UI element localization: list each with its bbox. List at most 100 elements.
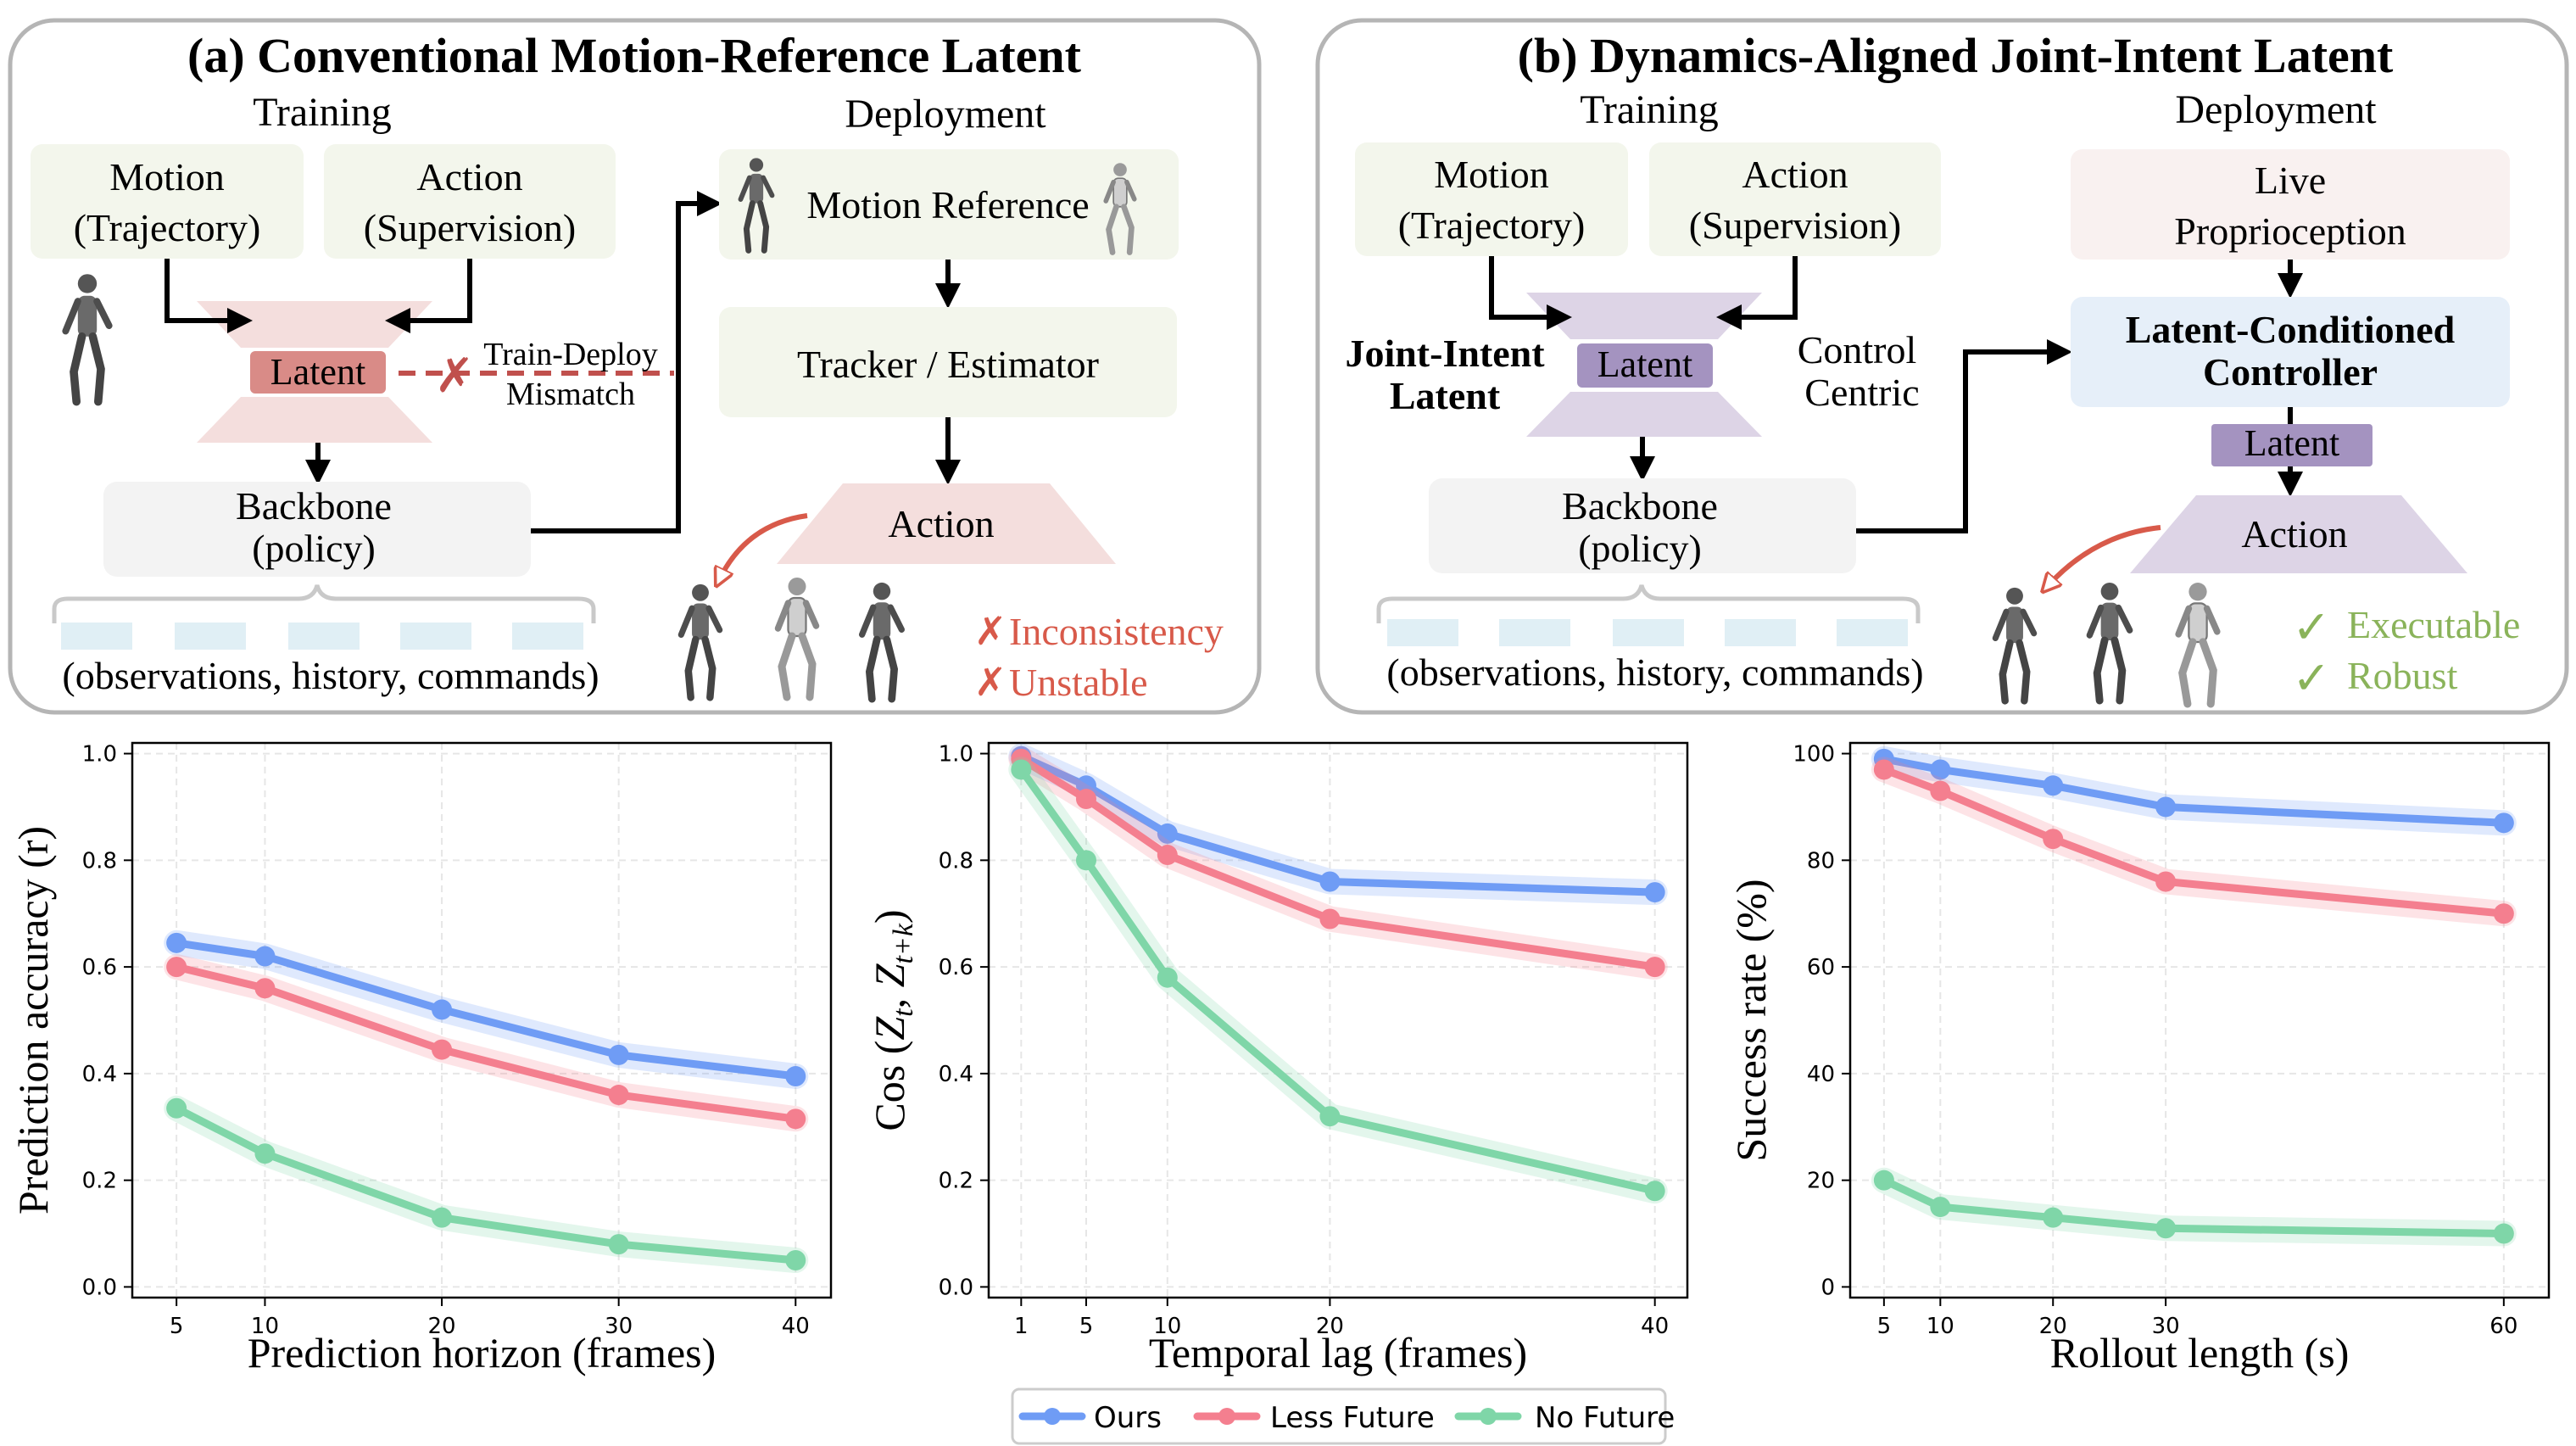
- chart-2-point-ours: [1157, 823, 1178, 844]
- chart-2-point-less-future: [1644, 957, 1665, 978]
- panel-b-input-tokens: [1387, 619, 1908, 646]
- chart-3-band-less-future: [1871, 756, 2517, 927]
- chart-1: 0.0 0.2 0.4 0.6 0.8 1.0 5 10 20 30 40 Prediction ho…: [9, 741, 833, 1376]
- chart-3-point-less-future: [1930, 780, 1951, 801]
- chart-3-point-ours: [2493, 812, 2514, 834]
- arrow-action-to-latent: [385, 259, 472, 333]
- panel-a-input-tokens: [61, 623, 583, 650]
- chart-1-xtick-label: 20: [428, 1314, 456, 1339]
- inconsistency-label: Inconsistency: [1009, 610, 1224, 653]
- chart-2-ytick-label: 0.4: [939, 1062, 973, 1087]
- tracker-box: [719, 307, 1177, 417]
- arrow-b-action-to-latent: [1716, 256, 1798, 330]
- joint-intent-line2: Latent: [1390, 374, 1501, 417]
- panel-b-action-trapezoid: [2130, 495, 2467, 573]
- chart-1-point-no-future: [785, 1249, 806, 1270]
- chart-3-point-no-future: [2493, 1223, 2514, 1244]
- chart-3-xlabel: Rollout length (s): [2050, 1329, 2350, 1376]
- legend-label-ours: Ours: [1094, 1401, 1162, 1435]
- panel-b-motion-box: [1355, 142, 1628, 256]
- chart-2-ytick-label: 0.0: [939, 1275, 973, 1300]
- chart-2-xtick-label: 20: [1316, 1314, 1344, 1339]
- panel-a-deployment-label: Deployment: [845, 92, 1046, 137]
- joint-intent-line1: Joint-Intent: [1345, 332, 1545, 375]
- panel-b-latent-top: [1526, 293, 1762, 339]
- chart-2-point-less-future: [1319, 908, 1341, 930]
- mismatch-label-line1: Train-Deploy: [483, 337, 657, 372]
- chart-3-ytick-label: 0: [1820, 1275, 1835, 1300]
- chart-2-xtick-label: 5: [1079, 1314, 1094, 1339]
- chart-1-ytick-label: 0.8: [82, 848, 117, 874]
- tracker-label: Tracker / Estimator: [797, 343, 1099, 386]
- chart-1-ytick-label: 0.2: [82, 1169, 117, 1194]
- panel-a-backbone-line2: (policy): [252, 527, 376, 570]
- panel-b-backbone-line2: (policy): [1578, 527, 1702, 570]
- control-centric-line2: Centric: [1804, 371, 1919, 414]
- legend-label-no-future: No Future: [1535, 1401, 1675, 1435]
- chart-2-ytick-label: 0.2: [939, 1169, 973, 1194]
- chart-3-point-no-future: [2043, 1207, 2064, 1228]
- panel-a-action-line2: (Supervision): [364, 206, 576, 249]
- panel-a-title: (a) Conventional Motion-Reference Latent: [187, 28, 1082, 83]
- chart-1-point-no-future: [608, 1234, 629, 1255]
- chart-1-point-ours: [785, 1066, 806, 1087]
- panel-a-backbone-line1: Backbone: [236, 484, 392, 528]
- chart-1-line-no-future: [175, 1104, 796, 1265]
- chart-1-point-ours: [608, 1044, 629, 1065]
- panel-a-latent-top: [197, 301, 432, 348]
- chart-3-xtick-label: 10: [1926, 1314, 1954, 1339]
- panel-b-inputs-label: (observations, history, commands): [1386, 650, 1923, 694]
- legend-item-less-future: Less Future: [1193, 1401, 1435, 1435]
- chart-3-point-ours: [1930, 759, 1951, 780]
- panel-a-action-label: Action: [888, 502, 994, 545]
- chart-2-point-less-future: [1075, 789, 1096, 810]
- chart-2-point-no-future: [1157, 967, 1178, 988]
- chart-3-point-ours: [2043, 775, 2064, 796]
- chart-1-point-less-future: [608, 1085, 629, 1106]
- panel-a-inputs-label: (observations, history, commands): [62, 654, 599, 697]
- control-centric-line1: Control: [1798, 328, 1917, 371]
- chart-3-xtick-label: 30: [2152, 1314, 2180, 1339]
- chart-legend: Ours Less Future No Future: [1011, 1387, 1675, 1445]
- panel-b-latent-chip: [1577, 343, 1713, 388]
- chart-1-frame: [131, 741, 833, 1299]
- motion-reference-box: [719, 149, 1179, 260]
- panel-b-curved-arrow: [2047, 525, 2161, 587]
- chart-2-point-no-future: [1319, 1106, 1341, 1127]
- chart-2-xtick-label: 40: [1641, 1314, 1669, 1339]
- panel-b-latent2-label: Latent: [2244, 422, 2339, 464]
- chart-3-frame: [1848, 741, 2551, 1299]
- mismatch-label-line2: Mismatch: [506, 377, 635, 412]
- panel-a-training-label: Training: [253, 90, 392, 135]
- chart-2-point-ours: [1319, 871, 1341, 892]
- chart-1-xtick-label: 5: [170, 1314, 184, 1339]
- chart-3-xtick-label: 5: [1877, 1314, 1892, 1339]
- chart-1-point-less-future: [166, 957, 187, 978]
- chart-3-xtick-label: 60: [2490, 1314, 2517, 1339]
- panel-a-latent-label: Latent: [270, 351, 365, 393]
- chart-1-point-less-future: [254, 978, 276, 999]
- chart-2-point-ours: [1644, 882, 1665, 903]
- robust-label: Robust: [2347, 654, 2458, 697]
- panel-a-backbone-box: [103, 482, 531, 577]
- inconsistency-x-icon: ✗: [974, 608, 1007, 654]
- chart-3-point-less-future: [2493, 903, 2514, 924]
- chart-3-ytick-label: 100: [1793, 742, 1835, 768]
- controller-line1: Latent-Conditioned: [2126, 308, 2456, 351]
- chart-1-point-ours: [254, 946, 276, 967]
- panel-b-latent-bottom: [1526, 392, 1762, 437]
- chart-2-xlabel: Temporal lag (frames): [1149, 1329, 1527, 1376]
- motion-reference-label: Motion Reference: [806, 183, 1089, 226]
- panel-a-input-brace: [52, 584, 596, 623]
- chart-1-xtick-label: 10: [251, 1314, 279, 1339]
- panel-b-deployment-label: Deployment: [2175, 87, 2377, 132]
- chart-1-xtick-label: 30: [605, 1314, 633, 1339]
- panel-b-title: (b) Dynamics-Aligned Joint-Intent Latent: [1518, 28, 2394, 83]
- chart-1-xtick-label: 40: [782, 1314, 810, 1339]
- chart-1-ytick-label: 1.0: [82, 742, 117, 768]
- panel-b-action-box: [1649, 142, 1941, 256]
- chart-1-point-no-future: [166, 1097, 187, 1119]
- chart-3-ytick-label: 20: [1807, 1169, 1835, 1194]
- panel-a-motion-line1: Motion: [109, 155, 224, 198]
